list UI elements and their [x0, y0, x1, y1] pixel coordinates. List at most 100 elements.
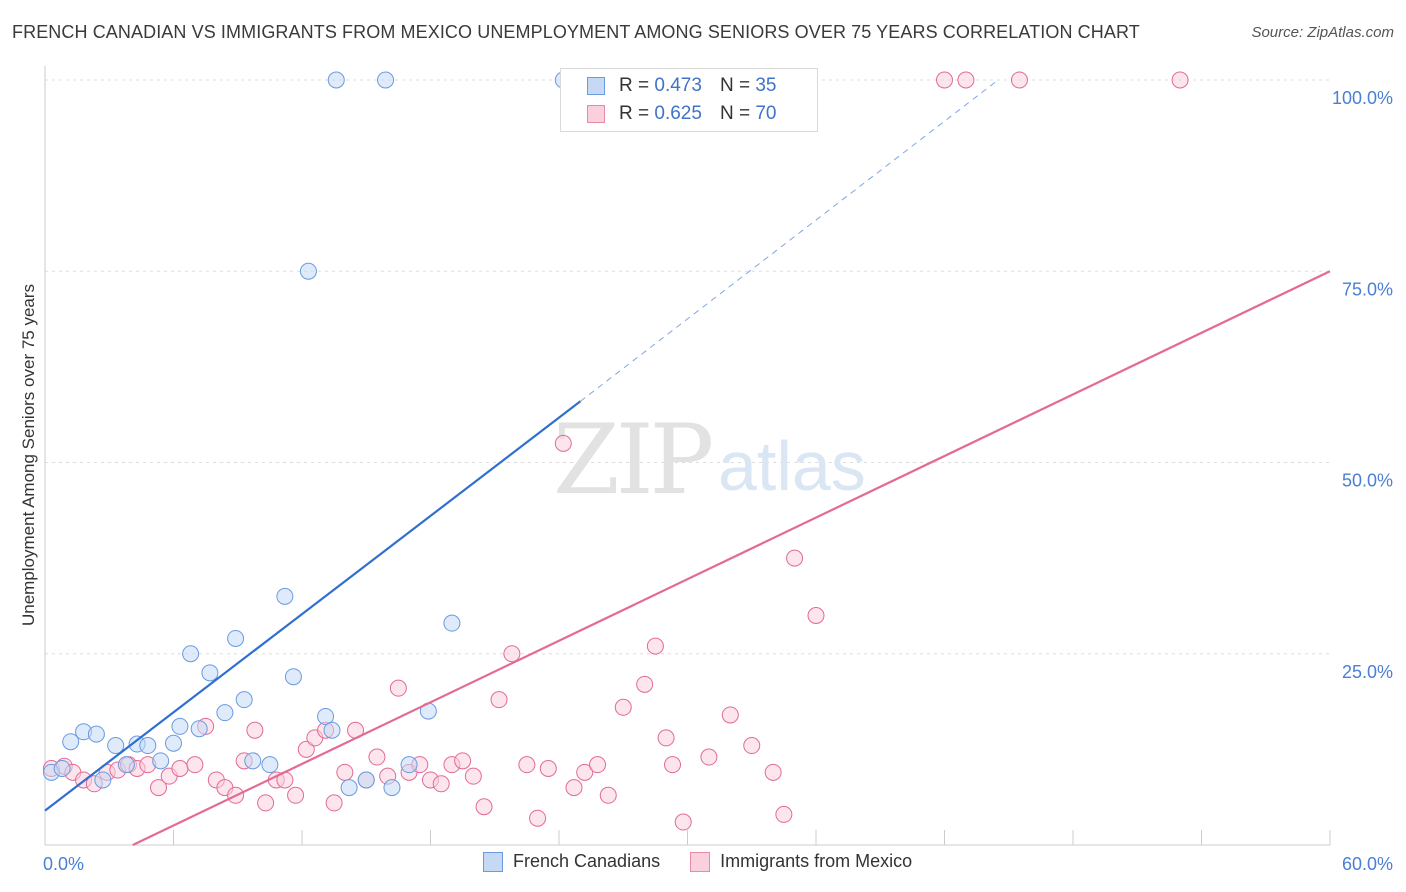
legend-swatch-french-canadians	[483, 851, 503, 872]
legend-stats-row-pink: R = 0.625 N = 70	[587, 101, 776, 127]
point-immigrants-mexico	[432, 775, 450, 793]
point-immigrants-mexico	[490, 691, 508, 709]
point-immigrants-mexico	[664, 756, 682, 774]
legend-stats-row-blue: R = 0.473 N = 35	[587, 73, 776, 99]
point-immigrants-mexico	[957, 71, 975, 89]
y-tick-label: 50.0%	[1342, 471, 1393, 491]
point-french-canadians	[400, 756, 418, 774]
point-immigrants-mexico	[721, 706, 739, 724]
legend-swatch-blue	[587, 77, 605, 95]
watermark-zip: ZIP	[553, 404, 712, 516]
series-french-canadians	[42, 71, 572, 797]
point-french-canadians	[107, 737, 125, 755]
point-immigrants-mexico	[576, 763, 594, 781]
point-french-canadians	[340, 779, 358, 797]
point-french-canadians	[139, 737, 157, 755]
point-french-canadians	[165, 734, 182, 752]
point-immigrants-mexico	[636, 675, 654, 693]
legend-item-immigrants-mexico[interactable]: Immigrants from Mexico	[690, 851, 912, 872]
legend-label-french-canadians: French Canadians	[513, 851, 661, 871]
point-immigrants-mexico	[786, 549, 804, 567]
point-immigrants-mexico	[518, 756, 536, 774]
point-french-canadians	[94, 771, 112, 789]
point-french-canadians	[299, 262, 317, 280]
point-french-canadians	[443, 614, 461, 632]
point-immigrants-mexico	[150, 779, 168, 797]
legend-r-value: 0.473	[654, 75, 702, 96]
point-immigrants-mexico	[1171, 71, 1189, 89]
chart-title: FRENCH CANADIAN VS IMMIGRANTS FROM MEXIC…	[12, 22, 1140, 42]
legend-n-label: N =	[719, 75, 751, 96]
point-immigrants-mexico	[529, 809, 547, 827]
point-immigrants-mexico	[589, 756, 607, 774]
point-french-canadians	[244, 752, 262, 770]
point-french-canadians	[323, 721, 341, 739]
point-french-canadians	[190, 720, 208, 738]
point-immigrants-mexico	[454, 752, 472, 770]
legend-n-label: N =	[719, 103, 751, 124]
point-immigrants-mexico	[565, 779, 583, 797]
y-tick-label: 25.0%	[1342, 662, 1393, 682]
x-tick-label: 60.0%	[1342, 854, 1393, 874]
trend-line-immigrants-mexico	[132, 270, 1331, 846]
legend-swatch-pink	[587, 105, 605, 123]
point-immigrants-mexico	[186, 756, 204, 774]
point-immigrants-mexico	[554, 434, 572, 452]
point-immigrants-mexico	[807, 607, 825, 624]
point-immigrants-mexico	[257, 794, 275, 812]
point-immigrants-mexico	[614, 698, 632, 716]
point-french-canadians	[284, 668, 302, 686]
point-immigrants-mexico	[657, 729, 675, 747]
trend-line-french-canadians	[44, 400, 582, 812]
point-immigrants-mexico	[674, 813, 692, 831]
legend-item-french-canadians[interactable]: French Canadians	[483, 851, 660, 872]
point-immigrants-mexico	[464, 767, 482, 785]
axes	[44, 66, 1331, 846]
point-french-canadians	[377, 71, 395, 89]
point-french-canadians	[117, 756, 135, 774]
point-french-canadians	[317, 707, 335, 725]
point-french-canadians	[201, 664, 219, 682]
x-tick-labels: 0.0% 60.0%	[43, 854, 1393, 874]
point-immigrants-mexico	[936, 71, 953, 89]
point-immigrants-mexico	[287, 786, 305, 804]
legend-n-value: 70	[755, 103, 777, 124]
y-tick-label: 75.0%	[1342, 279, 1393, 299]
point-immigrants-mexico	[171, 760, 189, 777]
point-immigrants-mexico	[764, 763, 782, 781]
legend-series: French Canadians Immigrants from Mexico	[483, 851, 942, 872]
legend-r-value: 0.625	[654, 103, 702, 124]
point-immigrants-mexico	[1010, 71, 1028, 89]
watermark: ZIP atlas	[553, 404, 866, 516]
point-immigrants-mexico	[389, 679, 407, 697]
source-label: Source: ZipAtlas.com	[1251, 24, 1394, 41]
legend-label-immigrants-mexico: Immigrants from Mexico	[720, 851, 913, 871]
y-tick-label: 100.0%	[1332, 88, 1393, 108]
legend-stats: R = 0.473 N = 35 R = 0.625 N = 70	[560, 68, 818, 132]
legend-r-label: R =	[619, 75, 650, 96]
legend-r-label: R =	[619, 103, 650, 124]
point-french-canadians	[87, 725, 105, 743]
point-french-canadians	[235, 691, 253, 709]
trend-lines	[44, 79, 1331, 846]
point-immigrants-mexico	[503, 645, 521, 663]
point-french-canadians	[53, 760, 71, 777]
point-immigrants-mexico	[775, 805, 793, 823]
legend-n-value: 35	[755, 75, 777, 96]
watermark-atlas: atlas	[718, 427, 866, 505]
point-immigrants-mexico	[297, 740, 315, 758]
point-immigrants-mexico	[646, 637, 664, 655]
point-french-canadians	[327, 71, 345, 89]
point-immigrants-mexico	[368, 748, 386, 766]
point-french-canadians	[171, 717, 189, 735]
point-french-canadians	[216, 704, 234, 722]
point-french-canadians	[62, 733, 80, 751]
point-french-canadians	[276, 587, 294, 605]
point-immigrants-mexico	[246, 721, 264, 739]
point-immigrants-mexico	[700, 748, 718, 766]
point-immigrants-mexico	[539, 760, 557, 777]
grid-lines	[45, 79, 1330, 655]
point-french-canadians	[261, 756, 279, 774]
point-immigrants-mexico	[336, 763, 354, 781]
